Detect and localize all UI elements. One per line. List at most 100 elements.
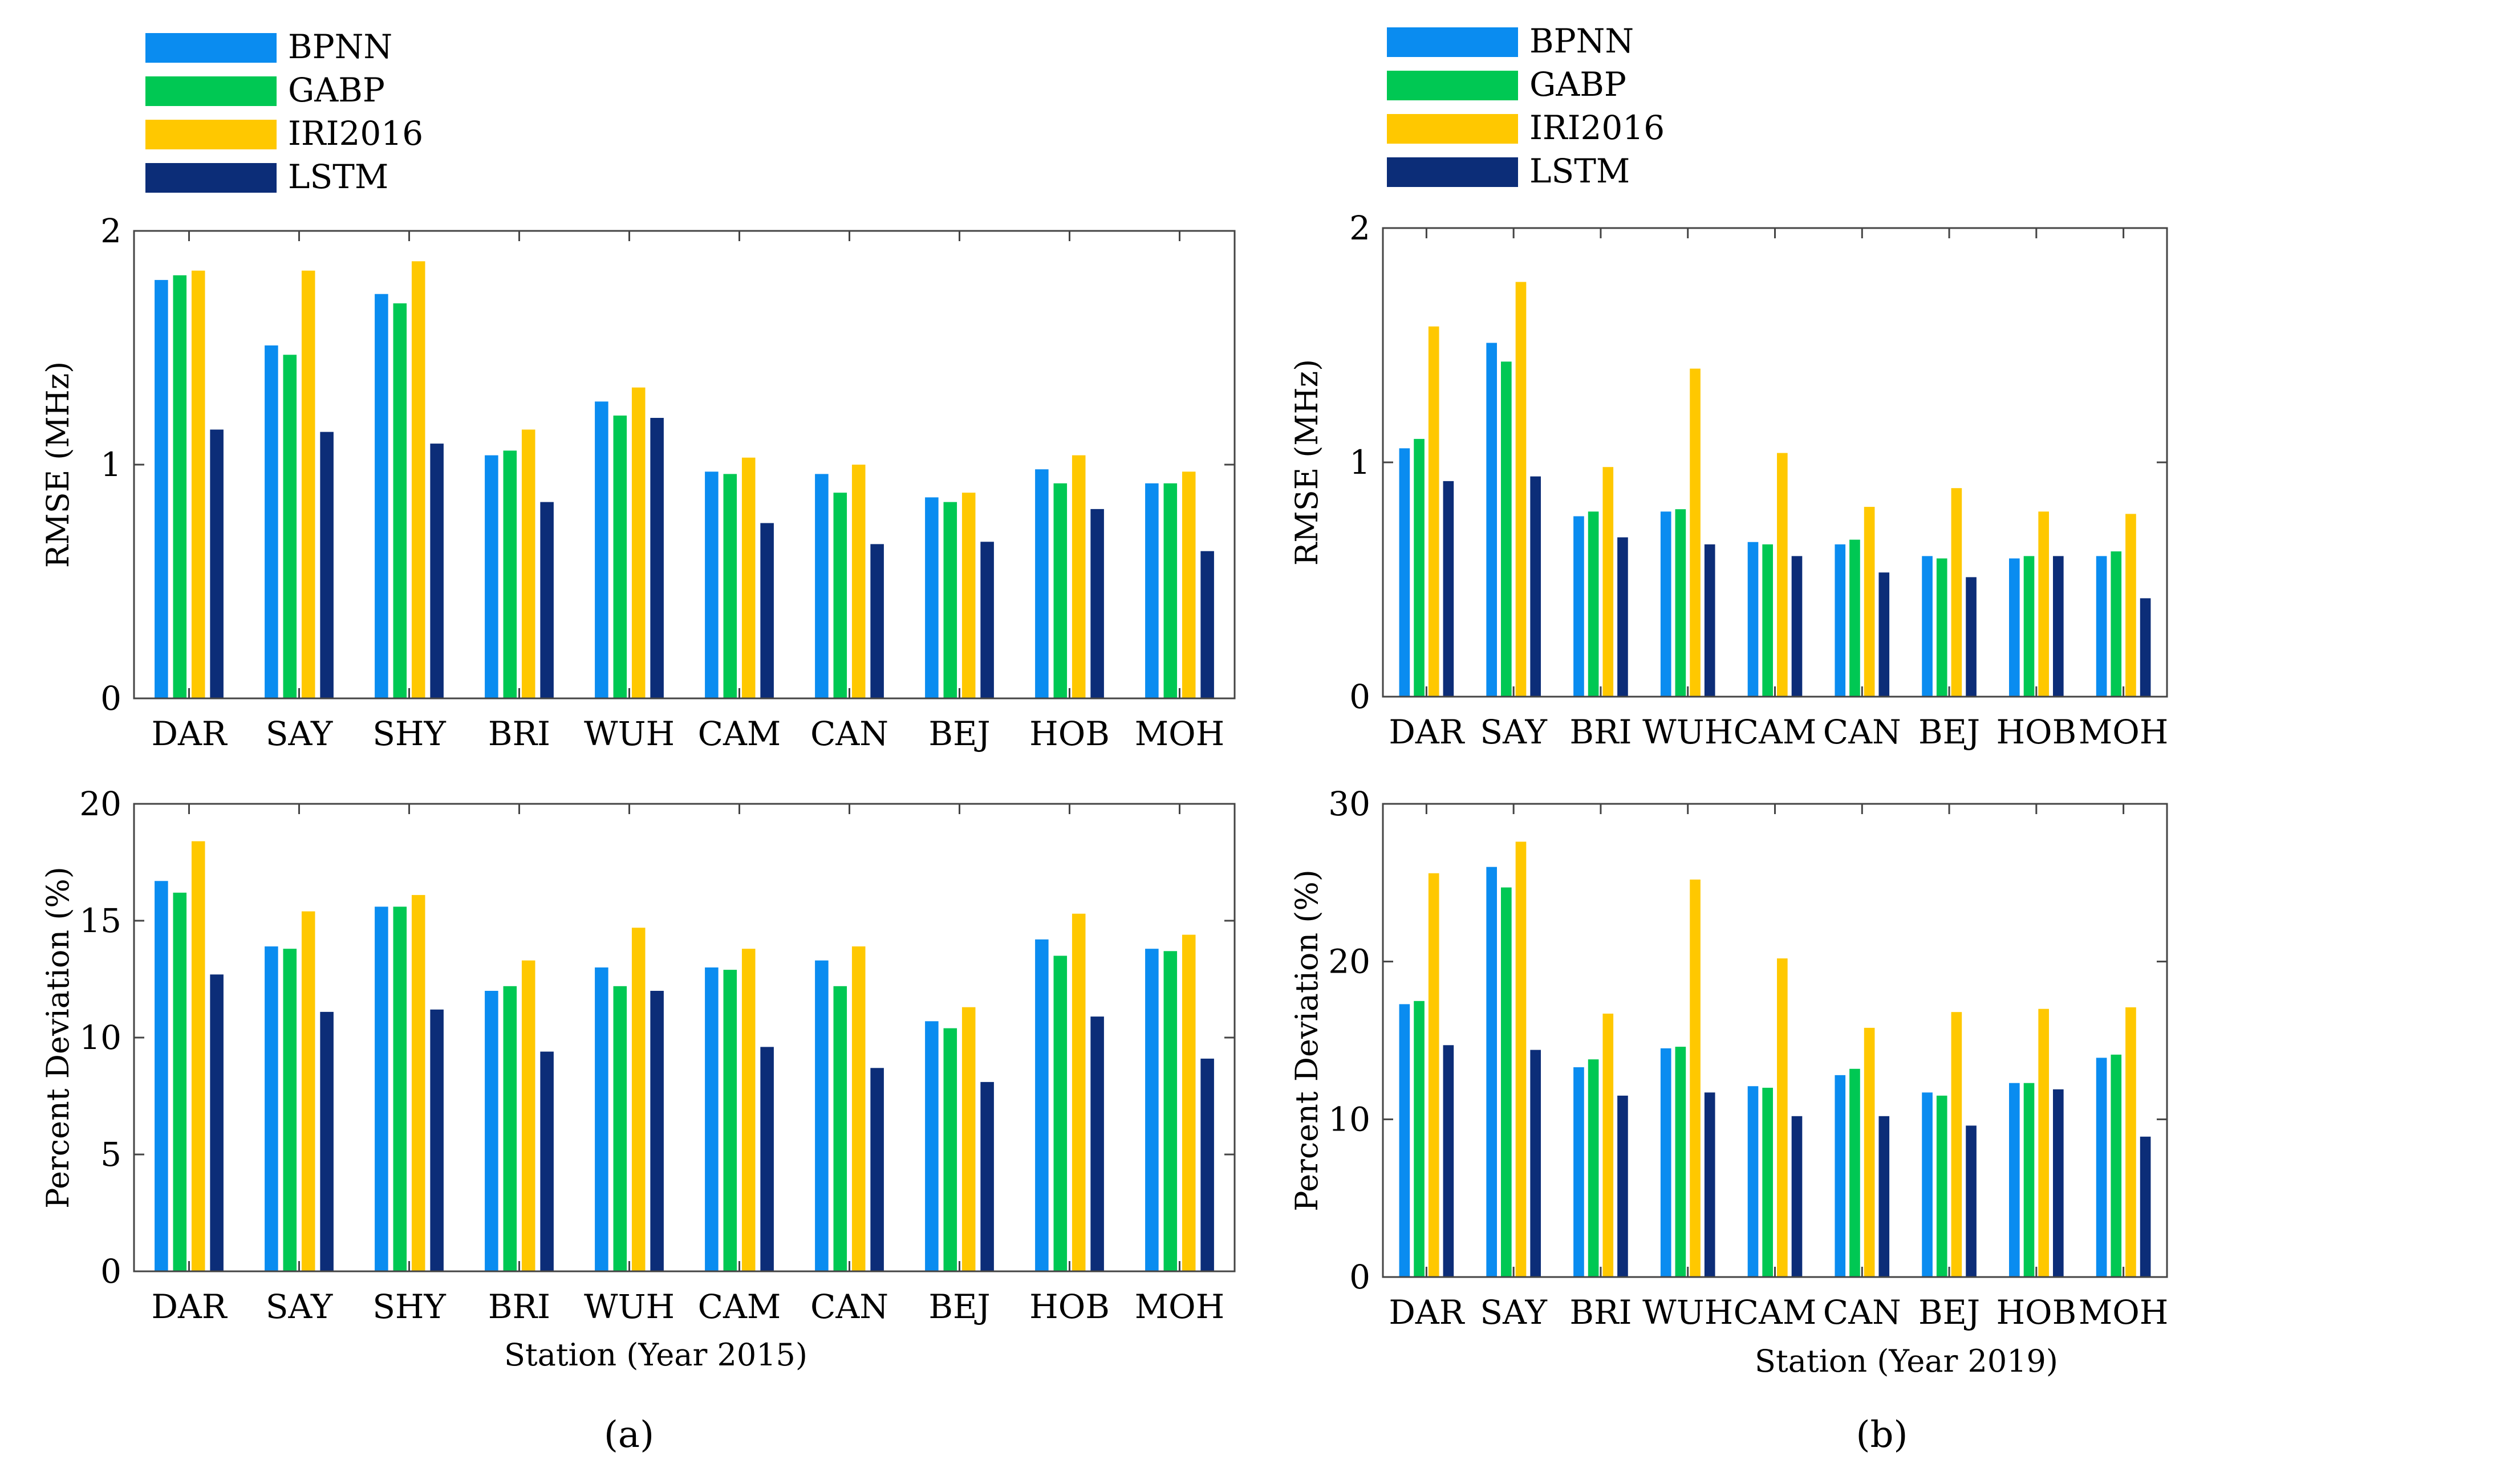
- legend-swatch-lstm: [145, 163, 277, 193]
- bar-lstm-dar: [1443, 1045, 1454, 1277]
- bar-iri2016-wuh: [631, 928, 646, 1271]
- bar-lstm-dar: [210, 429, 224, 698]
- x-tick-label: BEJ: [1918, 1293, 1980, 1332]
- bar-lstm-say: [1530, 476, 1541, 697]
- bar-iri2016-bej: [961, 493, 976, 698]
- bar-gabp-bri: [1588, 511, 1599, 697]
- x-tick-label: HOB: [1996, 1293, 2076, 1332]
- panel-label-a: (a): [604, 1414, 654, 1456]
- bar-gabp-say: [283, 355, 297, 698]
- panel-label-b: (b): [1856, 1414, 1908, 1456]
- bar-iri2016-shy: [411, 894, 425, 1271]
- bar-gabp-dar: [173, 892, 187, 1271]
- y-tick-label: 0: [1349, 1258, 1370, 1296]
- bar-gabp-bej: [1936, 558, 1947, 697]
- chart-b-rmse: DAR SAY BRI WUH CAM CAN BEJ HOB MOH 0 1 2 RMSE (MHz): [1289, 209, 2168, 751]
- plot-frame: [133, 803, 1236, 1272]
- bar-gabp-hob: [1053, 955, 1068, 1271]
- bar-gabp-can: [1849, 539, 1860, 697]
- bar-gabp-cam: [1762, 1088, 1773, 1277]
- bar-iri2016-cam: [741, 949, 756, 1271]
- chart-b-percent-deviation: DAR SAY BRI WUH CAM CAN BEJ HOB MOH 0 10 20 30 Percen…: [1289, 784, 2168, 1332]
- y-tick-label: 2: [100, 212, 121, 250]
- bar-bpnn-bri: [485, 991, 498, 1271]
- bar-gabp-wuh: [613, 415, 627, 698]
- bar-gabp-cam: [723, 474, 737, 698]
- x-tick-label: DAR: [1389, 1293, 1465, 1332]
- bar-bpnn-dar: [1399, 448, 1410, 697]
- y-tick-label: 10: [79, 1018, 121, 1057]
- bar-gabp-shy: [393, 303, 407, 698]
- legend-swatch-iri2016: [1387, 114, 1518, 144]
- x-tick-label: DAR: [151, 714, 228, 753]
- bar-lstm-hob: [1090, 1016, 1104, 1271]
- bar-bpnn-cam: [705, 471, 719, 698]
- y-tick-label: 20: [79, 784, 121, 823]
- y-tick-label: 30: [1328, 784, 1370, 823]
- bar-lstm-shy: [430, 1009, 444, 1271]
- legend-swatch-iri2016: [145, 120, 277, 149]
- bar-lstm-bri: [1617, 1095, 1628, 1277]
- bar-bpnn-moh: [1145, 483, 1159, 698]
- bar-bpnn-cam: [705, 967, 719, 1271]
- bar-gabp-moh: [1163, 951, 1178, 1271]
- y-tick-label: 0: [100, 1252, 121, 1291]
- legend-swatch-bpnn: [1387, 27, 1518, 57]
- bar-gabp-wuh: [1675, 1047, 1686, 1277]
- bar-gabp-moh: [1163, 483, 1178, 698]
- x-tick-label: BRI: [1569, 1293, 1632, 1332]
- bar-gabp-bej: [943, 1028, 957, 1271]
- plot-frame: [133, 230, 1236, 700]
- bar-gabp-moh: [2111, 551, 2122, 697]
- bar-iri2016-dar: [1428, 326, 1439, 697]
- x-tick-label: CAN: [1823, 1293, 1901, 1332]
- bar-iri2016-bri: [1602, 467, 1614, 697]
- x-axis-label-b: Station (Year 2019): [1755, 1343, 2058, 1379]
- bar-bpnn-wuh: [1660, 1048, 1671, 1277]
- x-tick-label: HOB: [1996, 713, 2076, 751]
- bar-gabp-say: [1501, 887, 1512, 1277]
- bar-iri2016-hob: [2038, 1009, 2049, 1277]
- y-tick-label: 2: [1349, 209, 1370, 247]
- bar-iri2016-say: [301, 270, 315, 698]
- legend-label-iri2016: IRI2016: [288, 114, 423, 153]
- bar-lstm-cam: [760, 1047, 774, 1271]
- bar-bpnn-say: [265, 946, 278, 1271]
- legend-label-bpnn: BPNN: [1529, 22, 1634, 60]
- bar-iri2016-hob: [2038, 511, 2049, 697]
- bar-gabp-dar: [1414, 438, 1425, 697]
- x-tick-label: WUH: [1642, 713, 1733, 751]
- y-tick-label: 15: [79, 901, 121, 940]
- x-tick-label: HOB: [1029, 1287, 1110, 1326]
- legend-label-lstm: LSTM: [1529, 152, 1630, 190]
- x-tick-label: CAN: [1823, 713, 1901, 751]
- x-tick-label: MOH: [1135, 1287, 1225, 1326]
- x-tick-label: SHY: [372, 1287, 446, 1326]
- x-tick-label: CAM: [1734, 1293, 1817, 1332]
- x-tick-label: MOH: [2079, 1293, 2169, 1332]
- bar-iri2016-shy: [411, 261, 425, 698]
- bar-gabp-bri: [503, 450, 517, 698]
- legend-label-bpnn: BPNN: [288, 27, 392, 66]
- bar-lstm-say: [320, 1011, 334, 1271]
- y-tick-label: 0: [100, 679, 121, 718]
- bar-gabp-cam: [723, 970, 737, 1271]
- x-tick-label: SHY: [372, 714, 446, 753]
- legend-label-iri2016: IRI2016: [1529, 108, 1665, 147]
- bar-gabp-say: [283, 949, 297, 1271]
- bar-iri2016-can: [1864, 1027, 1875, 1277]
- bar-bpnn-can: [815, 960, 829, 1271]
- bar-lstm-wuh: [1704, 1092, 1715, 1277]
- bar-iri2016-bri: [1602, 1013, 1614, 1277]
- bar-iri2016-dar: [1428, 873, 1439, 1277]
- bar-lstm-shy: [430, 444, 444, 698]
- legend-b: BPNN GABP IRI2016 LSTM: [1387, 22, 1665, 190]
- bar-iri2016-say: [1515, 282, 1527, 697]
- bar-gabp-shy: [393, 906, 407, 1271]
- bar-iri2016-bej: [1951, 488, 1962, 697]
- x-tick-label: WUH: [1642, 1293, 1733, 1332]
- bar-iri2016-dar: [191, 841, 205, 1271]
- bar-gabp-cam: [1762, 544, 1773, 697]
- bar-bpnn-can: [1835, 1075, 1846, 1277]
